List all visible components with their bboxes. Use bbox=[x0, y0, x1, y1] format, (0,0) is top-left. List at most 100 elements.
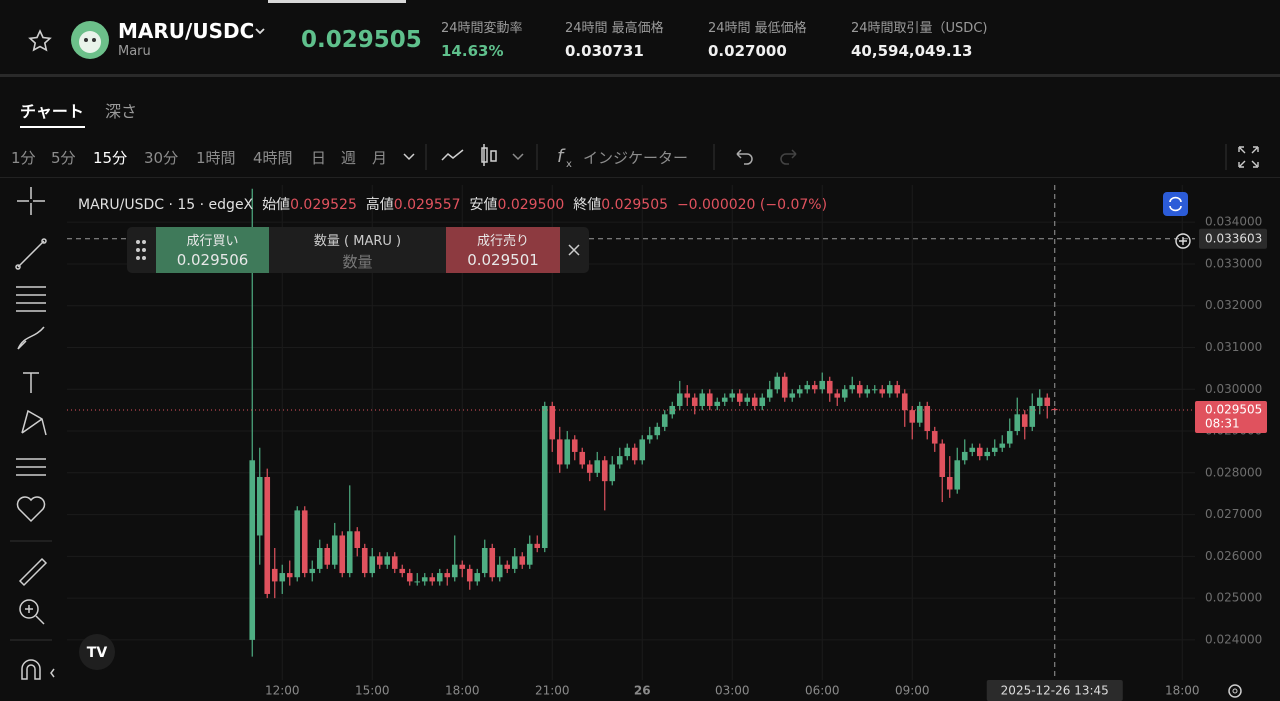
drawing-tools bbox=[10, 187, 55, 680]
stat-value: 0.030731 bbox=[565, 42, 644, 60]
candle-body bbox=[549, 405, 556, 440]
market-buy-button[interactable]: 成行買い 0.029506 bbox=[156, 227, 269, 273]
legend-value: 0.029500 bbox=[497, 197, 565, 213]
candle-body bbox=[496, 564, 503, 578]
interval-active[interactable]: 15分 bbox=[93, 149, 128, 167]
pair-name: Maru bbox=[118, 44, 151, 59]
tab[interactable]: 深さ bbox=[105, 102, 138, 121]
legend-label: 高値 bbox=[365, 197, 394, 213]
x-tick-label: 15:00 bbox=[355, 684, 390, 698]
x-tick-label: 26 bbox=[634, 684, 651, 698]
candle-body bbox=[616, 456, 623, 465]
candle-body bbox=[871, 389, 878, 391]
interval[interactable]: 1分 bbox=[11, 149, 36, 167]
interval[interactable]: 週 bbox=[341, 149, 357, 167]
candle-body bbox=[279, 573, 286, 582]
candle-body bbox=[571, 439, 578, 452]
candle-body bbox=[699, 393, 706, 406]
candle-body bbox=[436, 573, 443, 582]
candle-body bbox=[624, 447, 631, 457]
settings-icon[interactable] bbox=[1224, 681, 1246, 701]
interval[interactable]: 4時間 bbox=[253, 149, 293, 167]
qty-placeholder: 数量 bbox=[342, 253, 373, 271]
add-order-icon[interactable] bbox=[1173, 231, 1193, 251]
interval[interactable]: 5分 bbox=[51, 149, 76, 167]
candle-body bbox=[766, 389, 773, 398]
candle-body bbox=[909, 410, 916, 423]
candle-body bbox=[789, 393, 796, 398]
candle-body bbox=[984, 451, 991, 457]
stat-label: 24時間 最低価格 bbox=[708, 21, 807, 36]
candle-body bbox=[256, 476, 263, 536]
candle-body bbox=[556, 439, 563, 465]
candle-body bbox=[406, 573, 413, 582]
stat-value: 0.027000 bbox=[708, 42, 787, 60]
candle-body bbox=[879, 389, 886, 394]
candle-body bbox=[1029, 405, 1036, 427]
price-axis-bg bbox=[1195, 185, 1280, 700]
drag-handle[interactable] bbox=[135, 239, 147, 261]
candle-body bbox=[961, 451, 968, 461]
interval[interactable]: 日 bbox=[311, 149, 327, 167]
candle-body bbox=[826, 380, 833, 394]
candle-body bbox=[511, 556, 518, 569]
candle-body bbox=[594, 460, 601, 473]
auto-scale-button[interactable] bbox=[1163, 192, 1188, 216]
tab-underline bbox=[20, 126, 85, 128]
market-sell-button[interactable]: 成行売り 0.029501 bbox=[446, 227, 560, 273]
candle-body bbox=[286, 573, 293, 578]
candle-body bbox=[811, 385, 818, 390]
candle-body bbox=[399, 568, 406, 574]
candle-body bbox=[969, 447, 976, 452]
pair-title[interactable]: MARU/USDC bbox=[118, 19, 255, 43]
x-tick-label: 09:00 bbox=[895, 684, 930, 698]
candle-body bbox=[841, 389, 848, 398]
candle-body bbox=[309, 568, 316, 574]
candle-body bbox=[489, 548, 496, 578]
candle-body bbox=[414, 581, 421, 583]
candle-body bbox=[691, 397, 698, 406]
pair-dropdown-icon[interactable] bbox=[254, 25, 266, 37]
candle-body bbox=[1006, 431, 1013, 444]
interval[interactable]: 1時間 bbox=[196, 149, 236, 167]
candle-body bbox=[976, 447, 983, 457]
candle-body bbox=[504, 564, 511, 569]
candle-body bbox=[796, 389, 803, 394]
y-tick-label: 0.026000 bbox=[1205, 549, 1262, 563]
close-icon[interactable] bbox=[568, 244, 580, 256]
candle-body bbox=[316, 548, 323, 569]
candle-body bbox=[1051, 409, 1058, 411]
interval[interactable]: 月 bbox=[372, 149, 388, 167]
stat-value: 40,594,049.13 bbox=[851, 42, 973, 60]
candle-body bbox=[429, 577, 436, 582]
token-avatar bbox=[71, 21, 109, 59]
crosshair-time-box bbox=[986, 680, 1123, 701]
stat-label: 24時間取引量（USDC) bbox=[851, 21, 988, 36]
candle-body bbox=[736, 393, 743, 402]
favorite-icon[interactable] bbox=[28, 29, 52, 53]
current-price: 0.029505 bbox=[301, 27, 422, 53]
candle-body bbox=[249, 460, 256, 640]
x-tick-label: 03:00 bbox=[715, 684, 750, 698]
candle-body bbox=[894, 385, 901, 394]
candle-body bbox=[954, 460, 961, 490]
interval[interactable]: 30分 bbox=[144, 149, 179, 167]
crosshair-time-label: 2025-12-26 13:45 bbox=[1001, 684, 1109, 698]
candle-body bbox=[654, 426, 661, 436]
candle-body bbox=[346, 531, 353, 574]
tab-active[interactable]: チャート bbox=[20, 102, 84, 121]
candle-body bbox=[534, 543, 541, 548]
candle-body bbox=[564, 439, 571, 465]
candle-body bbox=[1036, 397, 1043, 406]
candle-body bbox=[609, 464, 616, 482]
tradingview-logo[interactable]: TV bbox=[79, 634, 115, 670]
quantity-input[interactable]: 数量 ( MARU ) 数量 bbox=[269, 227, 446, 273]
candle-body bbox=[729, 393, 736, 398]
candle-body bbox=[886, 385, 893, 394]
indicator-button[interactable]: インジケーター bbox=[583, 149, 689, 167]
qty-label: 数量 ( MARU ) bbox=[313, 234, 402, 249]
y-tick-label: 0.027000 bbox=[1205, 507, 1262, 521]
candle-body bbox=[324, 548, 331, 565]
